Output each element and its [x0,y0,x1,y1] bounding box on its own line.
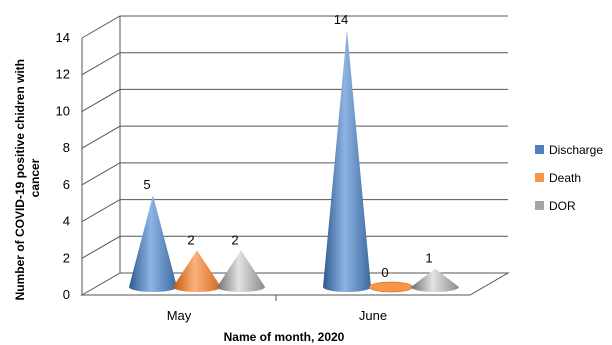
y-axis-title-line-2: cancer [28,158,42,197]
x-tick-label: May [167,308,192,323]
gridline [81,125,508,149]
gridline [81,235,508,259]
cone-dor-june [411,268,459,292]
y-tick-label: 0 [63,287,70,302]
data-label: 1 [425,251,432,266]
legend: Discharge Death DOR [535,143,603,213]
legend-swatch [535,173,544,182]
cone-body [217,250,265,292]
data-label: 2 [231,232,238,247]
y-tick-label: 12 [56,67,70,82]
x-tick-label: June [359,308,387,323]
data-label: 0 [381,265,388,280]
cone-base-flat [368,281,414,293]
cone-discharge-june [323,30,371,292]
floor [80,272,510,296]
legend-swatch [535,201,544,210]
gridlines [81,15,508,259]
cone-death-may [173,250,221,292]
y-tick-label: 2 [63,250,70,265]
cone-body [411,268,459,292]
data-labels: 5 2 2 14 0 1 [143,12,432,280]
y-tick-label: 8 [63,140,70,155]
legend-entry: DOR [549,199,576,213]
y-tick-label: 10 [56,103,70,118]
gridline [81,15,508,39]
x-axis-categories: May June [167,308,387,323]
cone-discharge-may [129,195,177,292]
y-axis-ticks: 0 2 4 6 8 10 12 14 [56,30,70,302]
data-label: 14 [334,12,348,27]
legend-entry: Death [549,171,581,185]
y-tick-label: 6 [63,177,70,192]
legend-entry: Discharge [549,143,603,157]
cone-series [129,30,459,293]
y-axis-title: Number of COVID-19 positive chidren with… [13,56,42,301]
cone-body [173,250,221,292]
chart-walls [80,16,510,301]
y-axis-title-line-1: Number of COVID-19 positive chidren with [13,59,27,300]
gridline [81,88,508,112]
cone-body [129,195,177,292]
gridline [81,52,508,76]
y-tick-label: 4 [63,214,70,229]
y-tick-label: 14 [56,30,70,45]
gridline [81,162,508,186]
cone-dor-may [217,250,265,292]
cone-death-june [368,281,414,293]
x-axis-title: Name of month, 2020 [224,330,345,344]
data-label: 2 [187,232,194,247]
data-label: 5 [143,177,150,192]
cone-body [323,30,371,292]
gridline [81,199,508,223]
legend-swatch [535,145,544,154]
